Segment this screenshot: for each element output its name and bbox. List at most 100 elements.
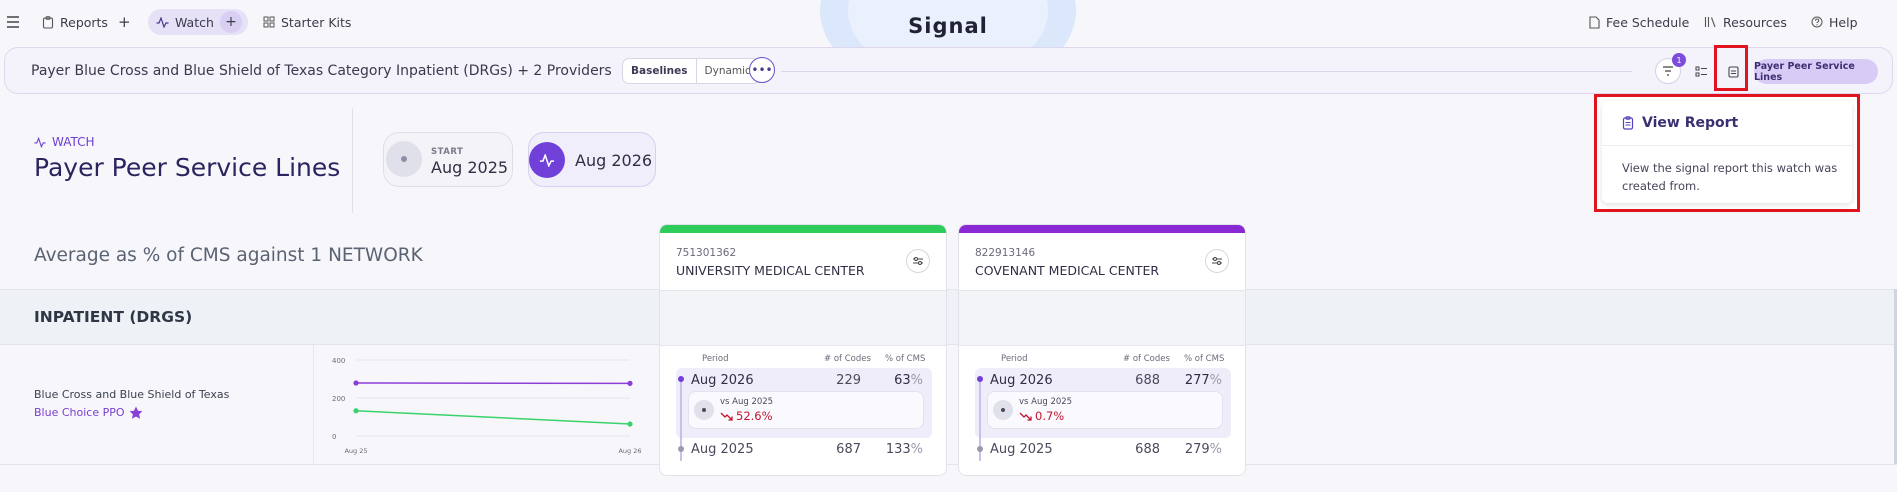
period-header: Period (702, 354, 729, 364)
baselines-option[interactable]: Baselines (623, 59, 697, 83)
document-icon (1589, 15, 1600, 29)
provider-color-bar (660, 225, 946, 233)
codes-header: # of Codes (1123, 354, 1170, 364)
timeline-dot (977, 446, 983, 452)
pulse-icon (156, 16, 169, 28)
divider (352, 108, 353, 213)
period-header: Period (1001, 354, 1028, 364)
data-point[interactable] (353, 380, 359, 386)
clipboard-icon (1727, 65, 1739, 78)
y-tick-label: 400 (332, 357, 345, 365)
more-options-button[interactable]: ••• (749, 57, 775, 83)
watch-kicker-text: WATCH (52, 135, 95, 149)
category-band (959, 290, 1245, 346)
reports-link[interactable]: Reports (42, 10, 108, 34)
y-tick-label: 0 (332, 433, 336, 441)
timeline-line (979, 381, 981, 461)
previous-pct: 133% (873, 442, 923, 457)
provider-id: 822913146 (975, 247, 1036, 259)
divider (781, 71, 1632, 72)
timeline-dot (977, 376, 983, 382)
popover-body: View the signal report this watch was cr… (1622, 161, 1838, 193)
comparison-label: vs Aug 2025 (1019, 397, 1073, 407)
timeline-dot (678, 446, 684, 452)
scrollbar[interactable] (1894, 289, 1897, 464)
current-codes: 229 (836, 373, 861, 388)
top-bar: Reports + Watch + Starter Kits Signal Fe… (0, 0, 1897, 70)
dynamic-option[interactable]: Dynamic (704, 65, 751, 77)
data-point[interactable] (353, 408, 359, 414)
filter-count-badge: 1 (1672, 53, 1686, 67)
filter-button[interactable]: 1 (1655, 53, 1686, 84)
view-report-button[interactable] (1720, 58, 1746, 84)
current-value: Aug 2026 (575, 151, 653, 170)
start-dot-icon (386, 141, 422, 177)
category-title: INPATIENT (DRGS) (34, 308, 193, 326)
brand-name: Signal (908, 14, 988, 38)
add-report-button[interactable]: + (118, 13, 131, 31)
category-band (0, 289, 1897, 345)
watch-tab-content[interactable]: Watch (156, 10, 214, 34)
data-point[interactable] (627, 380, 633, 386)
data-point[interactable] (627, 421, 633, 427)
previous-pct: 279% (1172, 442, 1222, 457)
fee-schedule-link[interactable]: Fee Schedule (1589, 10, 1689, 34)
popover-title-text: View Report (1642, 115, 1739, 131)
brand-logo: Signal (820, 0, 1076, 70)
average-title: Average as % of CMS against 1 NETWORK (34, 245, 423, 266)
previous-pct-value: 279 (1184, 442, 1210, 457)
current-codes: 688 (1135, 373, 1160, 388)
provider-name: COVENANT MEDICAL CENTER (975, 263, 1160, 278)
add-watch-button[interactable]: + (220, 11, 242, 33)
popover-title[interactable]: View Report (1622, 115, 1738, 131)
menu-icon[interactable] (6, 10, 20, 34)
divider (313, 345, 314, 464)
y-tick-label: 200 (332, 395, 345, 403)
plan-name[interactable]: Blue Choice PPO (34, 406, 143, 419)
fee-schedule-label: Fee Schedule (1606, 14, 1690, 30)
pct-header: % of CMS (885, 354, 926, 364)
current-pct: 277% (1172, 373, 1222, 388)
current-pct-value: 277 (1184, 373, 1210, 388)
watch-name-pill[interactable]: Payer Peer Service Lines (1754, 59, 1878, 84)
grid-icon (263, 16, 275, 28)
provider-settings-button[interactable] (906, 249, 930, 273)
help-icon (1811, 16, 1823, 28)
previous-codes: 688 (1135, 442, 1160, 457)
resources-link[interactable]: Resources (1704, 10, 1787, 34)
current-pct: 63% (873, 373, 923, 388)
start-value: Aug 2025 (431, 158, 509, 177)
trend-chart: 400 200 0 Aug 25 Aug 26 (332, 357, 642, 455)
checklist-button[interactable] (1688, 58, 1714, 84)
current-pct-value: 63 (894, 373, 911, 388)
starter-kits-link[interactable]: Starter Kits (263, 10, 351, 34)
watch-label: Watch (175, 14, 214, 30)
clipboard-icon (1622, 116, 1634, 130)
start-label: START (431, 147, 464, 157)
provider-id: 751301362 (676, 247, 737, 259)
divider (0, 464, 1897, 465)
star-icon (129, 406, 143, 419)
pct-unit: % (910, 373, 923, 388)
previous-period: Aug 2025 (990, 442, 1053, 457)
highlight-box (1714, 45, 1748, 91)
trend-down-icon (1019, 412, 1032, 421)
provider-settings-button[interactable] (1205, 249, 1229, 273)
pulse-icon (34, 136, 46, 148)
x-tick-label: Aug 26 (618, 447, 641, 455)
timeline-dot (678, 376, 684, 382)
start-period-card[interactable]: START Aug 2025 (383, 132, 513, 187)
provider-name: UNIVERSITY MEDICAL CENTER (676, 263, 865, 278)
comparison-value: 52.6% (720, 409, 773, 423)
comparison-value: 0.7% (1019, 409, 1064, 423)
plan-name-text: Blue Choice PPO (34, 406, 125, 419)
help-link[interactable]: Help (1811, 10, 1858, 34)
previous-codes: 687 (836, 442, 861, 457)
divider (1602, 145, 1852, 146)
series-line (355, 409, 631, 425)
starter-kits-label: Starter Kits (281, 14, 352, 30)
codes-header: # of Codes (824, 354, 871, 364)
help-label: Help (1829, 14, 1858, 30)
pct-unit: % (1209, 442, 1222, 457)
current-period-card[interactable]: Aug 2026 (528, 132, 656, 187)
